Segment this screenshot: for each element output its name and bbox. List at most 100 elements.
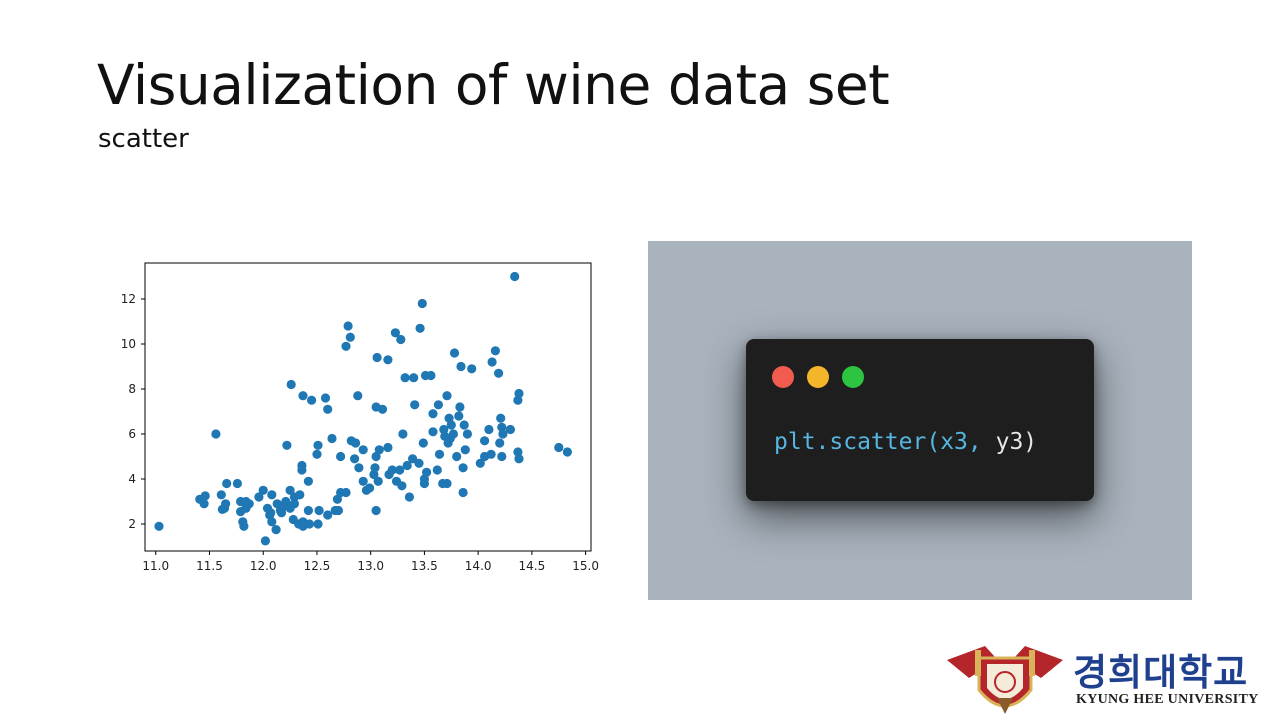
x-axis-ticks: 11.0 11.5 12.0 12.5 13.0 13.5 14.0 14.5 15.0 (142, 551, 599, 573)
scatter-point (307, 395, 317, 405)
x-tick-label: 12.0 (250, 559, 277, 573)
scatter-point (446, 420, 456, 430)
scatter-point (281, 496, 291, 507)
scatter-point (439, 424, 449, 435)
scatter-point (487, 357, 497, 367)
scatter-point (239, 521, 249, 531)
scatter-point (432, 465, 442, 475)
scatter-point (460, 445, 470, 455)
scatter-point (415, 323, 425, 333)
scatter-point (289, 499, 299, 509)
scatter-point (442, 391, 452, 401)
slide-title: Visualization of wine data set (97, 53, 890, 117)
scatter-point (428, 409, 438, 419)
scatter-point (320, 393, 331, 403)
scatter-point (442, 478, 452, 489)
scatter-point (490, 346, 500, 356)
scatter-point (354, 463, 364, 473)
scatter-point (397, 481, 407, 491)
scatter-point (266, 508, 276, 518)
x-tick-label: 12.5 (304, 559, 331, 573)
x-tick-label: 11.0 (142, 559, 169, 573)
scatter-point (323, 510, 333, 520)
scatter-point (353, 391, 363, 401)
scatter-point (459, 420, 469, 430)
code-arg-y3: y3 (995, 429, 1024, 455)
plot-frame (144, 262, 592, 552)
scatter-point (400, 373, 410, 383)
scatter-point (456, 361, 466, 372)
code-paren-close: ) (1023, 429, 1038, 455)
scatter-point (372, 352, 382, 363)
scatter-point (495, 438, 505, 448)
scatter-point (486, 449, 496, 459)
scatter-point (383, 442, 393, 453)
scatter-point (313, 519, 323, 529)
scatter-point (514, 388, 524, 399)
scatter-plot: 11.0 11.5 12.0 12.5 13.0 13.5 14.0 14.5 15.0 2 4 6… (105, 255, 615, 585)
scatter-point (402, 460, 412, 471)
scatter-point (498, 429, 508, 439)
scatter-point (510, 271, 520, 282)
scatter-point (297, 460, 307, 471)
scatter-point (398, 429, 408, 439)
scatter-point (513, 447, 523, 457)
x-tick-label: 13.5 (411, 559, 438, 573)
scatter-point (303, 476, 313, 486)
scatter-point (484, 424, 494, 435)
points-layer (154, 271, 572, 546)
scatter-point (422, 467, 432, 477)
scatter-point (267, 490, 277, 500)
scatter-point (313, 440, 323, 450)
window-maximize-dot (842, 366, 864, 388)
scatter-point (409, 373, 419, 383)
code-panel: plt.scatter(x3, y3) (648, 241, 1192, 600)
scatter-point (377, 404, 388, 414)
scatter-point (254, 492, 264, 502)
scatter-point (433, 400, 443, 410)
scatter-point (244, 499, 254, 509)
y-tick-label: 4 (128, 472, 136, 486)
scatter-point (404, 492, 414, 502)
scatter-point (395, 465, 405, 475)
scatter-point (505, 424, 515, 435)
scatter-point (373, 476, 383, 486)
scatter-point (390, 328, 400, 338)
scatter-point (351, 438, 361, 448)
scatter-point (222, 478, 232, 489)
x-tick-label: 14.5 (519, 559, 546, 573)
x-tick-label: 11.5 (196, 559, 223, 573)
scatter-point (350, 454, 360, 464)
scatter-point (497, 451, 507, 462)
window-close-dot (772, 366, 794, 388)
y-axis-ticks: 2 4 6 8 10 12 (121, 292, 145, 531)
scatter-point (467, 364, 477, 374)
scatter-point (314, 505, 324, 516)
scatter-point (358, 445, 368, 455)
scatter-point (345, 332, 355, 342)
scatter-point (285, 485, 295, 495)
scatter-point (286, 379, 296, 390)
scatter-point (387, 465, 397, 475)
scatter-point (304, 519, 314, 529)
y-tick-label: 2 (128, 517, 136, 531)
scatter-point (336, 451, 346, 462)
scatter-point (232, 478, 242, 489)
scatter-point (341, 341, 351, 351)
scatter-point (494, 368, 504, 378)
scatter-point (414, 458, 424, 468)
scatter-point (199, 499, 209, 509)
scatter-point (341, 487, 351, 498)
university-logo: 경희대학교 KYUNG HEE UNIVERSITY (945, 638, 1270, 718)
scatter-point (371, 505, 381, 516)
scatter-point (417, 298, 427, 309)
y-tick-label: 12 (121, 292, 136, 306)
scatter-point (327, 433, 337, 444)
y-tick-label: 10 (121, 337, 136, 351)
scatter-point (475, 458, 485, 468)
scatter-point (312, 449, 322, 459)
kyung-hee-emblem-icon (947, 646, 1063, 714)
scatter-point (383, 355, 393, 365)
code-paren-open: ( (926, 429, 941, 455)
scatter-point (434, 449, 445, 459)
